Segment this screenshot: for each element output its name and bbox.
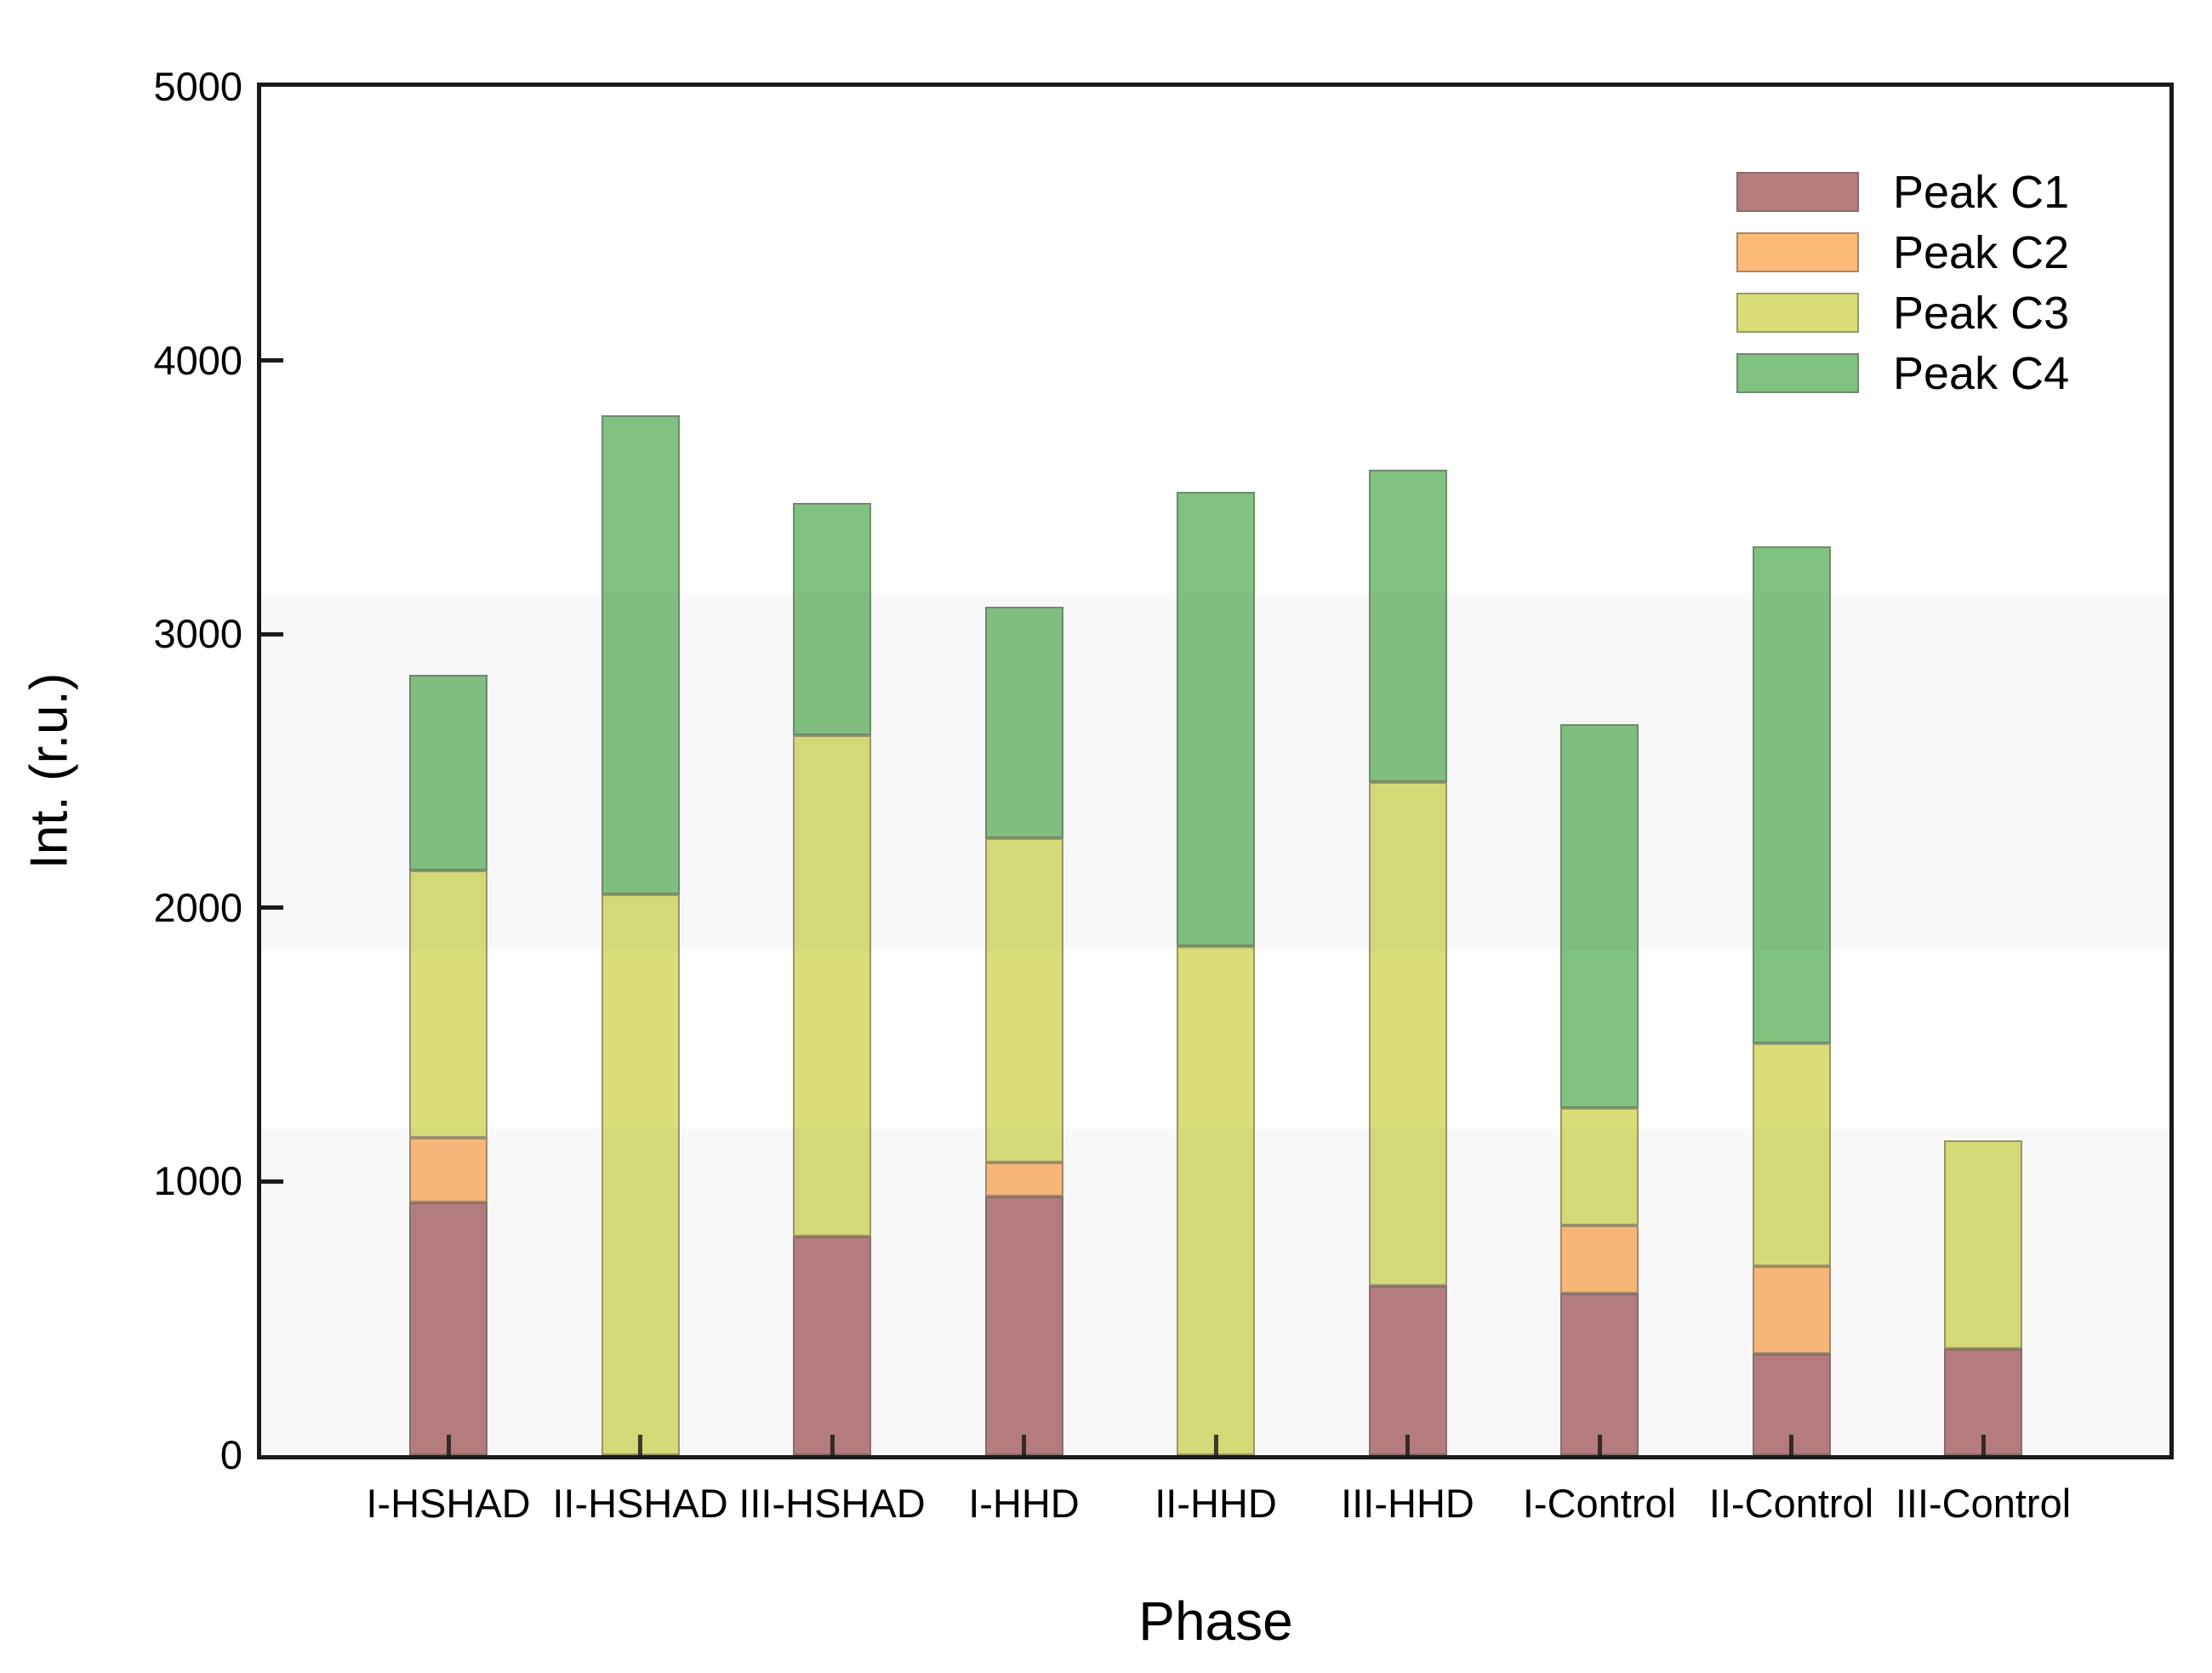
y-axis-tick — [261, 358, 283, 363]
bar-segment-II-Control-Peak-C2 — [1752, 1266, 1831, 1355]
y-axis-title: Int. (r.u.) — [20, 672, 79, 870]
x-tick-label-II-HSHAD: II-HSHAD — [552, 1481, 728, 1526]
legend-label: Peak C2 — [1893, 226, 2070, 278]
bar-segment-III-HHD-Peak-C4 — [1368, 470, 1447, 782]
bar-segment-I-HHD-Peak-C2 — [984, 1162, 1063, 1197]
legend-label: Peak C4 — [1893, 347, 2070, 399]
legend-item-Peak-C2: Peak C2 — [1736, 222, 2069, 283]
x-axis-tick — [1022, 1435, 1026, 1455]
legend-item-Peak-C4: Peak C4 — [1736, 343, 2069, 403]
legend-swatch-icon — [1736, 293, 1859, 333]
bar-segment-I-Control-Peak-C2 — [1560, 1225, 1639, 1294]
bar-segment-I-Control-Peak-C1 — [1560, 1293, 1639, 1455]
legend-item-Peak-C1: Peak C1 — [1736, 162, 2069, 222]
x-tick-label-III-Control: III-Control — [1895, 1481, 2072, 1526]
legend-swatch-icon — [1736, 232, 1859, 272]
legend-label: Peak C3 — [1893, 287, 2070, 339]
bar-segment-I-HSHAD-Peak-C4 — [409, 675, 487, 871]
bar-segment-III-HHD-Peak-C1 — [1368, 1285, 1447, 1455]
bar-segment-II-HHD-Peak-C3 — [1177, 945, 1255, 1455]
y-tick-label-5000: 5000 — [153, 64, 242, 109]
x-axis-tick — [830, 1435, 835, 1455]
bar-segment-I-HSHAD-Peak-C3 — [409, 871, 487, 1138]
bar-segment-I-HSHAD-Peak-C2 — [409, 1137, 487, 1202]
legend: Peak C1 Peak C2 Peak C3 Peak C4 — [1736, 162, 2069, 403]
y-tick-label-3000: 3000 — [153, 611, 242, 657]
bar-segment-I-HHD-Peak-C4 — [984, 607, 1063, 838]
bar-segment-I-Control-Peak-C4 — [1560, 724, 1639, 1108]
y-axis-tick — [261, 905, 283, 911]
bar-segment-I-Control-Peak-C3 — [1560, 1107, 1639, 1225]
legend-item-Peak-C3: Peak C3 — [1736, 283, 2069, 343]
bar-segment-III-HSHAD-Peak-C4 — [793, 502, 871, 736]
bar-segment-III-Control-Peak-C3 — [1944, 1140, 2022, 1349]
x-tick-label-II-Control: II-Control — [1708, 1481, 1874, 1526]
y-tick-label-2000: 2000 — [153, 884, 242, 930]
x-axis-tick — [1981, 1435, 1986, 1455]
bar-segment-II-HSHAD-Peak-C4 — [601, 414, 680, 894]
y-tick-label-0: 0 — [219, 1432, 242, 1477]
legend-swatch-icon — [1736, 353, 1859, 393]
x-tick-label-III-HSHAD: III-HSHAD — [738, 1481, 926, 1526]
bar-segment-II-HSHAD-Peak-C3 — [601, 894, 680, 1455]
bar-segment-III-HSHAD-Peak-C1 — [793, 1236, 871, 1455]
x-axis-title: Phase — [1138, 1590, 1293, 1652]
x-axis-tick — [638, 1435, 642, 1455]
bar-segment-II-Control-Peak-C4 — [1752, 546, 1831, 1043]
legend-swatch-icon — [1736, 172, 1859, 212]
x-tick-label-I-HHD: I-HHD — [968, 1481, 1080, 1526]
x-tick-label-I-Control: I-Control — [1522, 1481, 1677, 1526]
x-tick-label-III-HHD: III-HHD — [1341, 1481, 1474, 1526]
bar-segment-I-HHD-Peak-C3 — [984, 837, 1063, 1162]
x-tick-label-II-HHD: II-HHD — [1154, 1481, 1277, 1526]
bar-segment-II-Control-Peak-C3 — [1752, 1043, 1831, 1267]
bar-segment-I-HHD-Peak-C1 — [984, 1196, 1063, 1455]
x-tick-label-I-HSHAD: I-HSHAD — [366, 1481, 531, 1526]
bar-segment-I-HSHAD-Peak-C1 — [409, 1202, 487, 1455]
y-tick-label-4000: 4000 — [153, 337, 242, 383]
x-axis-tick — [1405, 1435, 1410, 1455]
x-axis-tick — [1213, 1435, 1218, 1455]
x-axis-tick — [1789, 1435, 1793, 1455]
y-axis-tick — [261, 1179, 283, 1184]
y-axis-tick — [261, 631, 283, 637]
x-axis-tick — [1597, 1435, 1602, 1455]
bar-segment-II-HHD-Peak-C4 — [1177, 491, 1255, 946]
bar-segment-III-HSHAD-Peak-C3 — [793, 735, 871, 1236]
y-tick-label-1000: 1000 — [153, 1158, 242, 1204]
bar-segment-III-HHD-Peak-C3 — [1368, 781, 1447, 1286]
x-axis-tick — [446, 1435, 451, 1455]
legend-label: Peak C1 — [1893, 166, 2070, 218]
